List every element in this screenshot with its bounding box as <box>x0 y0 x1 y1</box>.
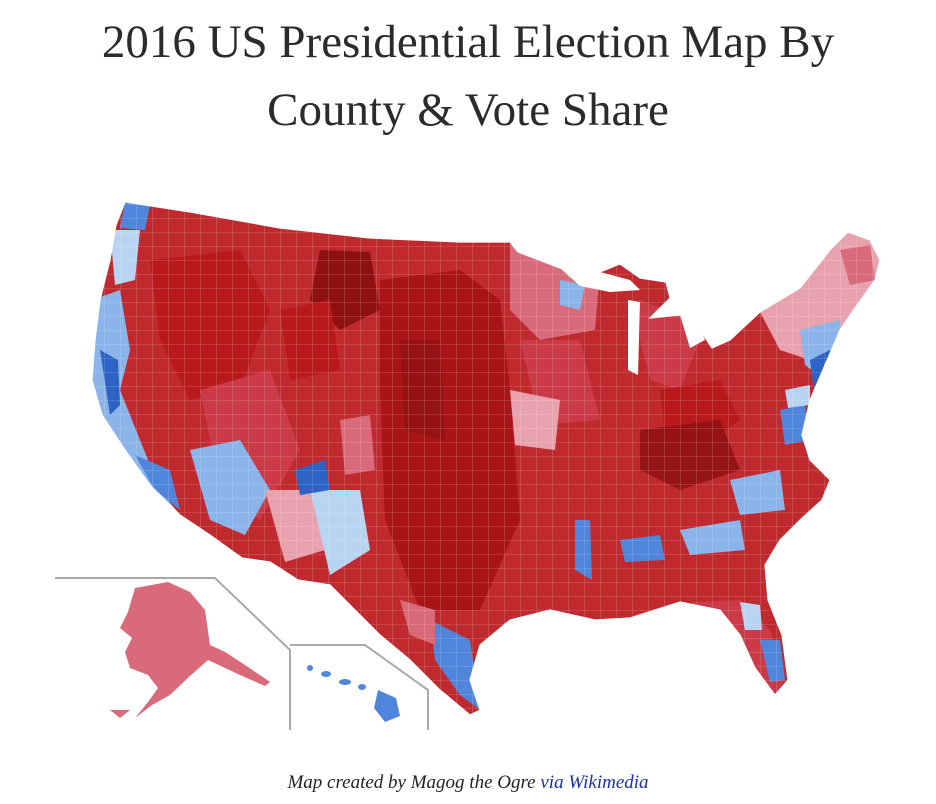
title-line-2: County & Vote Share <box>267 84 669 136</box>
via-wikimedia-link[interactable]: via Wikimedia <box>540 772 649 793</box>
lake-huron <box>680 315 705 348</box>
page-title: 2016 US Presidential Election Map By Cou… <box>0 8 936 144</box>
lake-superior <box>560 268 640 292</box>
lake-michigan <box>628 300 640 375</box>
hawaii-inset-border <box>290 644 429 730</box>
alaska-inset-border <box>55 577 291 730</box>
contiguous-us-outline <box>91 201 881 716</box>
map-credit: Map created by Magog the Ogre via Wikime… <box>0 772 936 794</box>
alaska <box>120 582 270 718</box>
election-map <box>40 190 920 735</box>
title-line-1: 2016 US Presidential Election Map By <box>101 16 835 68</box>
credit-text: Map created by Magog the Ogre <box>287 772 536 793</box>
hawaii <box>307 665 400 722</box>
